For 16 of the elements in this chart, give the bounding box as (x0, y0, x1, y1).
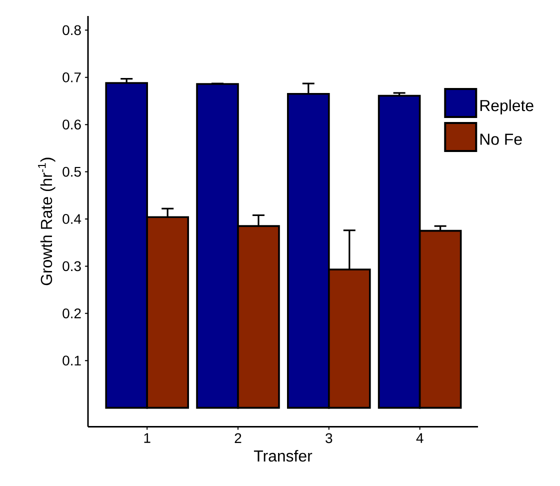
x-tick-label: 3 (326, 433, 332, 444)
y-tick-label: 0.8 (62, 25, 81, 36)
y-tick-label: 0.4 (62, 214, 82, 224)
y-tick-label: 0.5 (62, 166, 81, 177)
y-axis-title: Growth Rate (hr$^{-1}$) (38, 158, 56, 286)
y-tick-label: 0.1 (62, 356, 81, 366)
x-axis-title: Transfer (254, 450, 312, 462)
legend-label: No Fe (480, 134, 522, 145)
x-tick-label: 4 (416, 433, 424, 443)
y-tick-label: 0.7 (62, 72, 81, 82)
legend-label: Replete (480, 99, 534, 114)
y-tick-label: 0.2 (62, 308, 81, 318)
y-tick-label: 0.6 (62, 120, 81, 130)
y-tick-label: 0.3 (62, 261, 81, 272)
x-tick-label: 2 (234, 433, 242, 443)
x-tick-label: 1 (144, 433, 150, 443)
